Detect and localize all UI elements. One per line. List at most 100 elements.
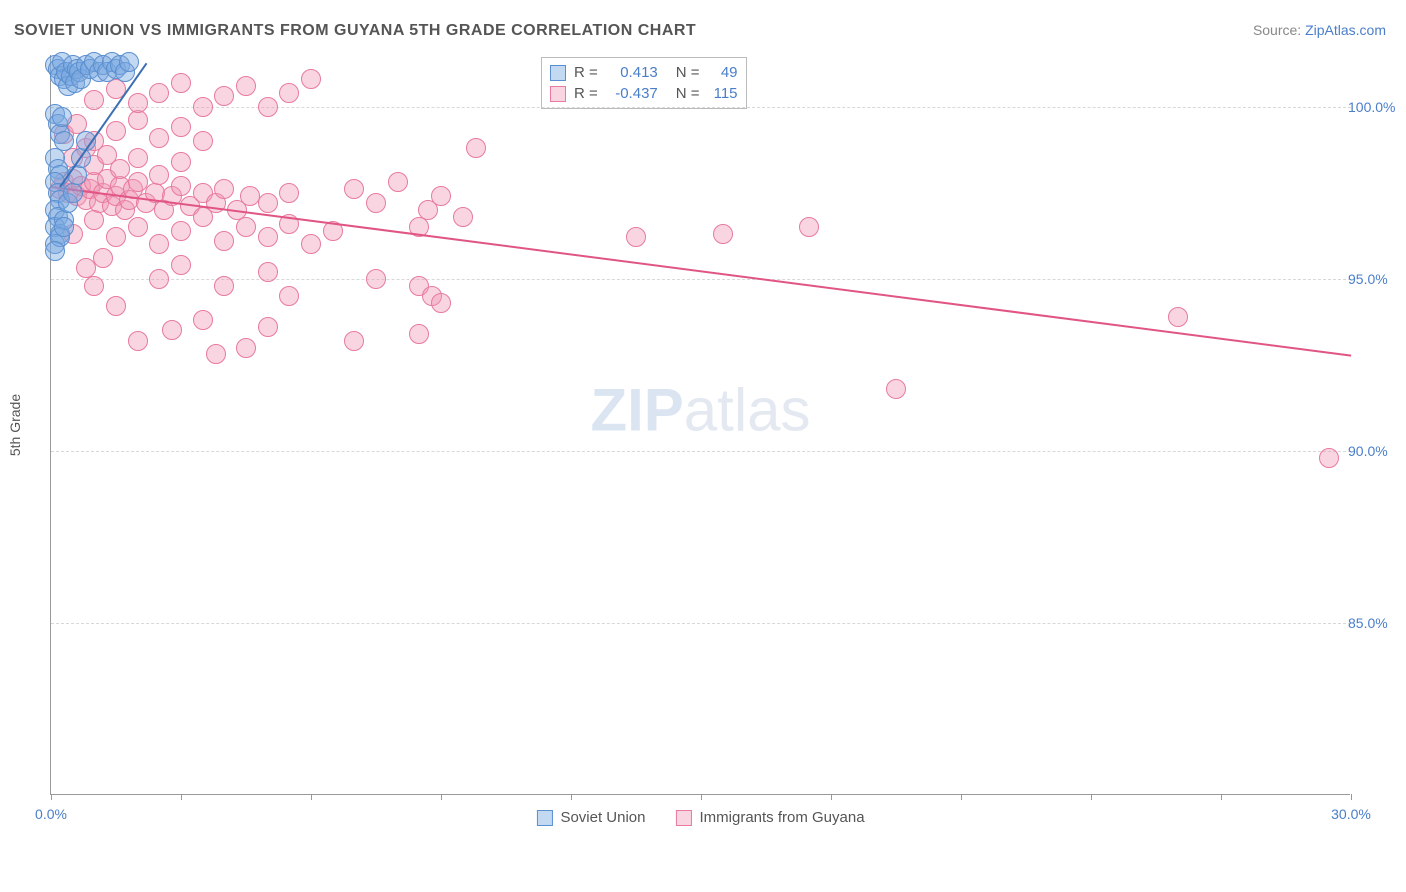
n-label: N = (676, 64, 700, 81)
plot-area: ZIPatlas 5th Grade R = 0.413 N = 49 R = … (50, 55, 1350, 795)
y-tick-label: 100.0% (1348, 99, 1398, 115)
scatter-point (54, 217, 74, 237)
scatter-point (279, 83, 299, 103)
scatter-point (84, 276, 104, 296)
scatter-point (279, 286, 299, 306)
x-tick (831, 794, 832, 800)
source-attribution: Source: ZipAtlas.com (1253, 22, 1386, 38)
scatter-point (366, 193, 386, 213)
scatter-point (258, 97, 278, 117)
scatter-point (431, 293, 451, 313)
x-tick (961, 794, 962, 800)
n-value: 115 (708, 85, 738, 102)
scatter-point (106, 121, 126, 141)
scatter-point (106, 296, 126, 316)
scatter-point (128, 93, 148, 113)
scatter-point (279, 183, 299, 203)
n-value: 49 (708, 64, 738, 81)
stats-row-soviet: R = 0.413 N = 49 (550, 62, 738, 83)
x-tick (1091, 794, 1092, 800)
y-tick-label: 95.0% (1348, 271, 1398, 287)
chart-title: SOVIET UNION VS IMMIGRANTS FROM GUYANA 5… (14, 22, 696, 40)
scatter-point (214, 276, 234, 296)
scatter-point (149, 234, 169, 254)
soviet-swatch (536, 810, 552, 826)
source-label: Source: (1253, 22, 1305, 38)
scatter-point (713, 224, 733, 244)
guyana-swatch (676, 810, 692, 826)
scatter-point (171, 221, 191, 241)
legend-label: Soviet Union (560, 809, 645, 826)
chart-container: ZIPatlas 5th Grade R = 0.413 N = 49 R = … (50, 55, 1390, 815)
scatter-point (214, 179, 234, 199)
grid-line (51, 107, 1351, 108)
x-tick-label: 0.0% (35, 806, 67, 822)
watermark-zip: ZIP (590, 376, 683, 443)
scatter-point (119, 52, 139, 72)
x-tick (51, 794, 52, 800)
scatter-point (84, 90, 104, 110)
x-tick (1351, 794, 1352, 800)
scatter-point (799, 217, 819, 237)
r-label: R = (574, 64, 598, 81)
scatter-point (67, 165, 87, 185)
scatter-point (63, 183, 83, 203)
scatter-point (388, 172, 408, 192)
scatter-point (214, 86, 234, 106)
scatter-point (171, 255, 191, 275)
scatter-point (149, 165, 169, 185)
scatter-point (453, 207, 473, 227)
r-value: 0.413 (606, 64, 658, 81)
x-tick (701, 794, 702, 800)
trend-line (51, 186, 1351, 357)
scatter-point (128, 217, 148, 237)
scatter-point (344, 179, 364, 199)
scatter-point (301, 234, 321, 254)
scatter-point (301, 69, 321, 89)
scatter-point (149, 269, 169, 289)
y-axis-title: 5th Grade (7, 393, 23, 455)
scatter-point (128, 110, 148, 130)
scatter-point (52, 107, 72, 127)
watermark-atlas: atlas (684, 376, 811, 443)
stats-row-guyana: R = -0.437 N = 115 (550, 83, 738, 104)
x-tick-label: 30.0% (1331, 806, 1371, 822)
scatter-point (258, 193, 278, 213)
scatter-point (626, 227, 646, 247)
scatter-point (236, 338, 256, 358)
grid-line (51, 623, 1351, 624)
scatter-point (171, 176, 191, 196)
scatter-point (128, 148, 148, 168)
scatter-point (206, 344, 226, 364)
scatter-point (93, 248, 113, 268)
grid-line (51, 451, 1351, 452)
watermark: ZIPatlas (590, 375, 810, 444)
scatter-point (258, 262, 278, 282)
scatter-point (236, 217, 256, 237)
scatter-point (171, 73, 191, 93)
scatter-point (84, 210, 104, 230)
scatter-point (1319, 448, 1339, 468)
scatter-point (193, 97, 213, 117)
legend-label: Immigrants from Guyana (700, 809, 865, 826)
scatter-point (45, 241, 65, 261)
scatter-point (171, 117, 191, 137)
x-tick (1221, 794, 1222, 800)
scatter-point (258, 227, 278, 247)
scatter-point (214, 231, 234, 251)
x-tick (441, 794, 442, 800)
source-link[interactable]: ZipAtlas.com (1305, 22, 1386, 38)
scatter-point (366, 269, 386, 289)
scatter-point (258, 317, 278, 337)
grid-line (51, 279, 1351, 280)
scatter-point (344, 331, 364, 351)
scatter-point (1168, 307, 1188, 327)
scatter-point (171, 152, 191, 172)
y-tick-label: 85.0% (1348, 615, 1398, 631)
x-tick (181, 794, 182, 800)
y-tick-label: 90.0% (1348, 443, 1398, 459)
scatter-point (431, 186, 451, 206)
scatter-point (162, 320, 182, 340)
legend-item-soviet: Soviet Union (536, 809, 645, 826)
scatter-point (106, 227, 126, 247)
